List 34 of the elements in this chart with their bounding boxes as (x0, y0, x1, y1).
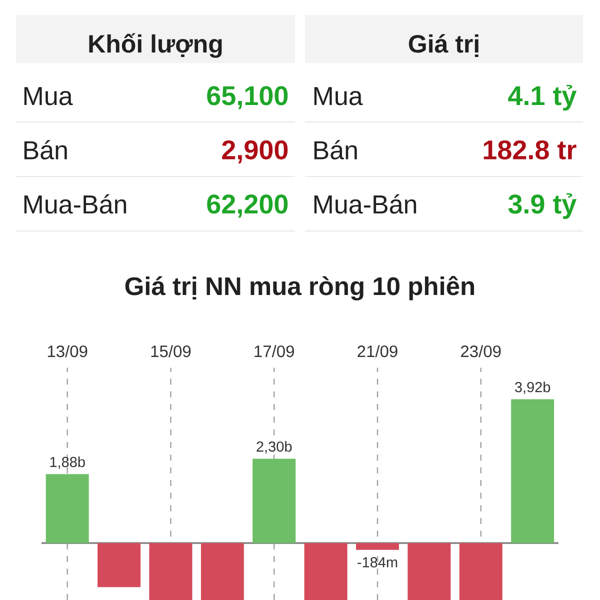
text: 62,200 (207, 194, 288, 218)
text: Mua (24, 87, 73, 106)
bar (408, 543, 451, 600)
chart-title: Giá trị NN mua ròng 10 phiên (125, 276, 474, 300)
text: 2,900 (222, 140, 288, 164)
bar (46, 474, 89, 544)
text: Mua-Bán (314, 194, 416, 214)
data-label: 1,88b (50, 456, 85, 469)
x-tick-label: 23/09 (461, 345, 501, 358)
x-tick-label: 15/09 (151, 345, 191, 358)
x-tick-label: 21/09 (358, 345, 398, 358)
bar (149, 543, 192, 600)
bar (459, 543, 502, 600)
text: 3.9 tỷ (508, 193, 577, 220)
text: 182.8 tr (484, 140, 576, 160)
data-label: 3,92b (514, 382, 550, 394)
text: Bán (314, 140, 357, 160)
data-label: -184m (358, 557, 398, 568)
text: Mua-Bán (24, 194, 126, 214)
bar (98, 543, 141, 588)
text: Giá trị (408, 34, 478, 57)
bar (252, 458, 296, 544)
x-tick-label: 17/09 (254, 345, 294, 358)
text: Mua (314, 87, 363, 106)
text: Khối lượng (89, 33, 222, 58)
text: 4.1 tỷ (508, 84, 577, 111)
bar (304, 543, 348, 600)
bar (200, 543, 244, 600)
text: 65,100 (207, 86, 288, 110)
data-label: 2,30b (256, 441, 292, 454)
x-tick-label: 13/09 (48, 345, 88, 358)
bar (511, 399, 554, 544)
text: Bán (24, 140, 67, 160)
bar (356, 543, 399, 550)
